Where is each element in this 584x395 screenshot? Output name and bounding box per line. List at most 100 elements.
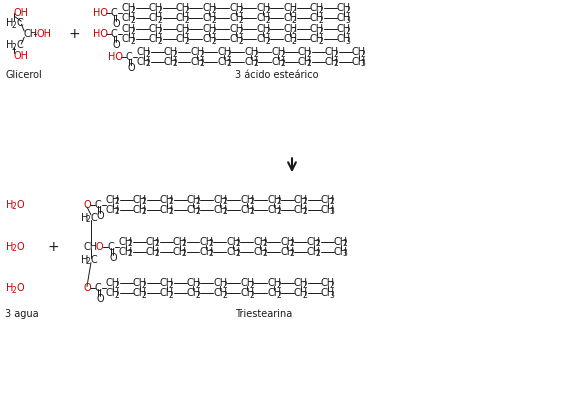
Text: 2: 2 bbox=[262, 249, 267, 258]
Text: CH: CH bbox=[334, 246, 348, 257]
Text: CH: CH bbox=[240, 278, 255, 288]
Text: H: H bbox=[81, 254, 88, 265]
Text: CH: CH bbox=[325, 57, 339, 67]
Text: HO: HO bbox=[93, 8, 108, 18]
Text: 2: 2 bbox=[227, 49, 231, 58]
Text: 2: 2 bbox=[169, 281, 173, 290]
Text: 2: 2 bbox=[319, 16, 324, 25]
Text: CH: CH bbox=[294, 278, 308, 288]
Text: 2: 2 bbox=[334, 59, 339, 68]
Text: 2: 2 bbox=[346, 27, 350, 36]
Text: CH: CH bbox=[267, 288, 281, 298]
Text: +: + bbox=[68, 27, 80, 41]
Text: 3: 3 bbox=[346, 16, 350, 25]
Text: 2: 2 bbox=[11, 43, 16, 52]
Text: CH: CH bbox=[203, 24, 217, 34]
Text: HO: HO bbox=[93, 29, 108, 39]
Text: CH: CH bbox=[122, 34, 136, 44]
Text: CH: CH bbox=[227, 246, 241, 257]
Text: CH: CH bbox=[253, 246, 267, 257]
Text: 2: 2 bbox=[142, 291, 147, 300]
Text: CH: CH bbox=[119, 246, 133, 257]
Text: CH: CH bbox=[137, 47, 151, 57]
Text: 2: 2 bbox=[343, 239, 347, 248]
Text: 3: 3 bbox=[330, 291, 335, 300]
Text: 2: 2 bbox=[196, 207, 200, 216]
Text: 2: 2 bbox=[238, 37, 243, 45]
Text: 2: 2 bbox=[155, 249, 159, 258]
Text: Triestearina: Triestearina bbox=[235, 309, 293, 319]
Text: CH: CH bbox=[172, 246, 187, 257]
Text: 2: 2 bbox=[208, 249, 213, 258]
Text: 2: 2 bbox=[86, 215, 91, 224]
Text: C: C bbox=[95, 283, 102, 293]
Text: 2: 2 bbox=[330, 281, 335, 290]
Text: CH: CH bbox=[149, 24, 163, 34]
Text: 2: 2 bbox=[211, 16, 216, 25]
Text: 2: 2 bbox=[211, 27, 216, 36]
Text: 2: 2 bbox=[196, 198, 200, 207]
Text: 2: 2 bbox=[265, 27, 270, 36]
Text: 2: 2 bbox=[249, 207, 254, 216]
Text: CH: CH bbox=[186, 205, 201, 215]
Text: CH: CH bbox=[106, 278, 120, 288]
Text: CH: CH bbox=[106, 205, 120, 215]
Text: 2: 2 bbox=[115, 281, 120, 290]
Text: C: C bbox=[16, 18, 23, 28]
Text: C: C bbox=[108, 242, 114, 252]
Text: CH: CH bbox=[106, 288, 120, 298]
Text: O: O bbox=[16, 200, 24, 210]
Text: 2: 2 bbox=[265, 37, 270, 45]
Text: CH: CH bbox=[310, 34, 324, 44]
Text: CH: CH bbox=[227, 237, 241, 247]
Text: 2: 2 bbox=[169, 198, 173, 207]
Text: 2: 2 bbox=[303, 207, 308, 216]
Text: 2: 2 bbox=[289, 249, 294, 258]
Text: 2: 2 bbox=[361, 49, 366, 58]
Text: CH: CH bbox=[230, 3, 244, 13]
Text: CH: CH bbox=[283, 3, 297, 13]
Text: 2: 2 bbox=[253, 59, 258, 68]
Text: 2: 2 bbox=[185, 6, 189, 15]
Text: 2: 2 bbox=[292, 16, 297, 25]
Text: 2: 2 bbox=[227, 59, 231, 68]
Text: 2: 2 bbox=[11, 202, 16, 211]
Text: CH: CH bbox=[200, 237, 214, 247]
Text: CH: CH bbox=[267, 205, 281, 215]
Text: 2: 2 bbox=[289, 239, 294, 248]
Text: CH: CH bbox=[294, 205, 308, 215]
Text: 2: 2 bbox=[262, 239, 267, 248]
Text: CH: CH bbox=[321, 288, 335, 298]
Text: 2: 2 bbox=[131, 37, 135, 45]
Text: 2: 2 bbox=[292, 27, 297, 36]
Text: HO: HO bbox=[108, 52, 123, 62]
Text: 2: 2 bbox=[145, 49, 151, 58]
Text: 2: 2 bbox=[200, 49, 204, 58]
Text: CH: CH bbox=[213, 288, 228, 298]
Text: 2: 2 bbox=[182, 249, 186, 258]
Text: CH: CH bbox=[176, 34, 190, 44]
Text: 2: 2 bbox=[208, 239, 213, 248]
Text: CH: CH bbox=[337, 24, 351, 34]
Text: C: C bbox=[95, 200, 102, 210]
Text: 2: 2 bbox=[196, 291, 200, 300]
Text: Glicerol: Glicerol bbox=[5, 70, 42, 80]
Text: 3: 3 bbox=[346, 37, 350, 45]
Text: OH: OH bbox=[36, 29, 51, 39]
Text: 2: 2 bbox=[265, 6, 270, 15]
Text: 3 ácido esteárico: 3 ácido esteárico bbox=[235, 70, 319, 80]
Text: 2: 2 bbox=[292, 37, 297, 45]
Text: CH: CH bbox=[244, 47, 258, 57]
Text: O: O bbox=[97, 294, 105, 304]
Text: CH: CH bbox=[149, 3, 163, 13]
Text: 2: 2 bbox=[185, 37, 189, 45]
Text: CH: CH bbox=[190, 57, 204, 67]
Text: CH: CH bbox=[164, 57, 178, 67]
Text: 2: 2 bbox=[169, 207, 173, 216]
Text: 2: 2 bbox=[115, 198, 120, 207]
Text: CH: CH bbox=[213, 205, 228, 215]
Text: 2: 2 bbox=[316, 239, 321, 248]
Text: CH: CH bbox=[337, 3, 351, 13]
Text: 2: 2 bbox=[223, 207, 227, 216]
Text: CH: CH bbox=[271, 57, 285, 67]
